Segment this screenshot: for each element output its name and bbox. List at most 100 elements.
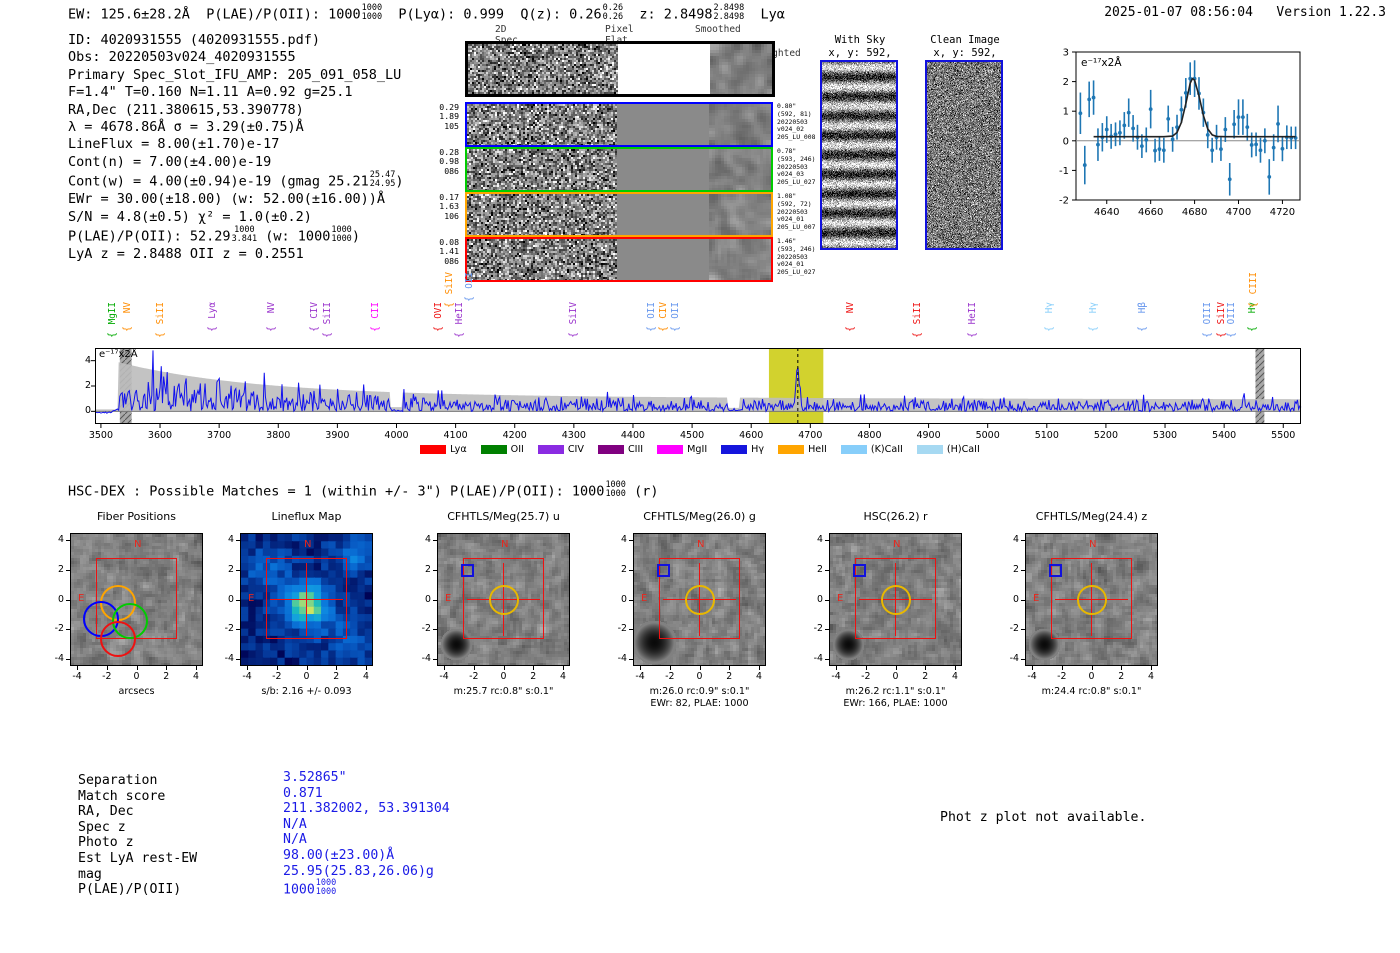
cutout-xtick-label: 4 — [952, 671, 958, 682]
cutout-xtick-label: 2 — [922, 671, 929, 682]
legend-item: (H)CaII — [916, 444, 980, 455]
cutout-xtick-label: -2 — [102, 671, 112, 682]
emission-label-bracket: { — [443, 302, 455, 309]
match-table-label: Separation — [78, 773, 158, 788]
legend-label: Hγ — [751, 444, 765, 455]
svg-text:4640: 4640 — [1094, 207, 1119, 218]
cutout-xtick-label: 0 — [892, 671, 899, 682]
cutout-ytick-mark — [1021, 599, 1025, 601]
info-radec: RA,Dec (211.380615,53.390778) — [68, 101, 304, 118]
cutout-xtick-label: 0 — [303, 671, 310, 682]
cutout-xtick-label: 0 — [696, 671, 703, 682]
cutout-title: CFHTLS/Meg(26.0) g — [643, 510, 756, 523]
svg-text:4680: 4680 — [1182, 207, 1207, 218]
cutout-ytick-label: 2 — [228, 563, 234, 575]
spectrum-xtick: 4500 — [679, 430, 705, 441]
cutout-ytick-label: 4 — [58, 534, 64, 545]
svg-text:1: 1 — [1063, 107, 1069, 118]
cutout-ytick-label: 4 — [228, 534, 234, 545]
cutout-xtick-label: -4 — [831, 671, 841, 682]
cutout-ytick-label: -2 — [813, 623, 823, 635]
emission-label-bracket: { — [106, 332, 118, 339]
cutout-ytick-mark — [629, 540, 633, 541]
emission-label: SiII — [911, 302, 923, 325]
spectrum-xtick: 3800 — [266, 430, 291, 441]
cutout-region-box — [266, 558, 347, 639]
cutout-ytick-mark — [825, 569, 829, 571]
cutout-ytick-label: 2 — [817, 563, 823, 575]
fiber-circle — [100, 621, 136, 657]
cutout-ytick-mark — [236, 569, 240, 571]
header-plae-label: P(LAE)/P(OII): — [206, 6, 320, 23]
match-table-label: mag — [78, 866, 102, 882]
cutout-ytick-label: 0 — [58, 593, 64, 605]
cutout-xtick-label: 2 — [726, 671, 733, 682]
spec2d-row — [465, 237, 773, 282]
emission-label-bracket: { — [308, 326, 320, 333]
cutout-caption: m:24.4 rc:0.8" s:0.1" — [990, 686, 1193, 698]
cutout-xtick-label: 4 — [1148, 671, 1154, 682]
emission-label: Hβ — [1136, 302, 1148, 314]
spectrum-xtick: 5300 — [1152, 430, 1178, 441]
emission-label-bracket: { — [645, 326, 657, 333]
gmag-frac: 25.47 24.95 — [369, 170, 396, 190]
catalog-match-marker — [657, 564, 670, 577]
svg-text:3: 3 — [1063, 48, 1069, 59]
legend-label: MgII — [687, 444, 708, 455]
cutout-caption: m:26.0 rc:0.9" s:0.1" EWr: 82, PLAE: 1000 — [598, 686, 801, 710]
cutout-caption: arcsecs — [35, 686, 238, 698]
emission-label-bracket: { — [966, 332, 978, 339]
cutout-ytick-mark — [1021, 540, 1025, 541]
cutout-xtick-mark — [306, 666, 308, 670]
cutout-image[interactable] — [70, 533, 203, 666]
cutout-caption-line1: arcsecs — [118, 686, 155, 697]
cutout-xtick-mark — [77, 666, 78, 670]
emission-label-bracket: { — [911, 332, 923, 339]
spec2d-row — [465, 192, 773, 237]
cutout-ytick-label: 2 — [1013, 563, 1019, 575]
compass-east: E — [1033, 593, 1040, 604]
cutout-ytick-mark — [825, 540, 829, 541]
header-z: z: 2.8498 — [639, 6, 713, 23]
legend-swatch — [420, 444, 447, 454]
legend-label: OII — [510, 444, 524, 455]
cutout-xtick-mark — [503, 666, 505, 670]
cutout-xtick-mark — [865, 666, 867, 670]
spectrum-xtick: 5200 — [1093, 430, 1118, 441]
info-sn: S/N = 4.8(±0.5) χ² = 1.0(±0.2) — [68, 208, 312, 225]
compass-north: N — [134, 539, 142, 550]
spectrum-unit-label: e⁻¹⁷x2Å — [99, 349, 138, 360]
cutout-region-box — [463, 558, 544, 639]
info-obs: Obs: 20220503v024_4020931555 — [68, 49, 296, 66]
spectrum-xtick: 3700 — [207, 430, 232, 441]
legend-label: (H)CaII — [946, 444, 980, 455]
cutout-xtick-mark — [336, 666, 338, 670]
legend-item: HeII — [778, 444, 827, 455]
cutout-ytick-label: 4 — [621, 534, 627, 545]
spec2d-row — [465, 147, 773, 192]
aperture-circle — [685, 585, 715, 615]
cutout-ytick-mark — [629, 659, 633, 660]
emission-label: SiIV — [443, 272, 455, 295]
emission-label: SiIV — [1216, 302, 1228, 325]
cutout-ytick-mark — [66, 569, 70, 571]
cutout-ytick-mark — [236, 540, 240, 541]
cutout-ytick-mark — [825, 599, 829, 601]
svg-text:4720: 4720 — [1270, 207, 1295, 218]
cutout-ytick-mark — [236, 629, 240, 631]
hsc-plae-frac: 1000 1000 — [605, 480, 626, 499]
legend-item: MgII — [657, 444, 707, 455]
header-plae-frac: 1000 1000 — [361, 3, 383, 22]
cutout-xtick-mark — [1121, 666, 1123, 670]
full-spectrum-svg — [91, 348, 1302, 428]
cutout-xtick-label: -4 — [635, 671, 645, 682]
match-table-value: N/A — [283, 832, 307, 848]
cutout-image[interactable] — [633, 533, 766, 666]
cutout-ytick-label: 0 — [425, 593, 431, 605]
cutout-caption: m:26.2 rc:1.1" s:0.1" EWr: 166, PLAE: 100… — [794, 686, 997, 710]
cutout-ytick-label: -2 — [224, 623, 234, 635]
emission-label: OIII — [1226, 302, 1238, 325]
cutout-image[interactable] — [1025, 533, 1158, 666]
spectrum-xtick: 3900 — [325, 430, 350, 441]
emission-label-bracket: { — [1226, 332, 1238, 339]
